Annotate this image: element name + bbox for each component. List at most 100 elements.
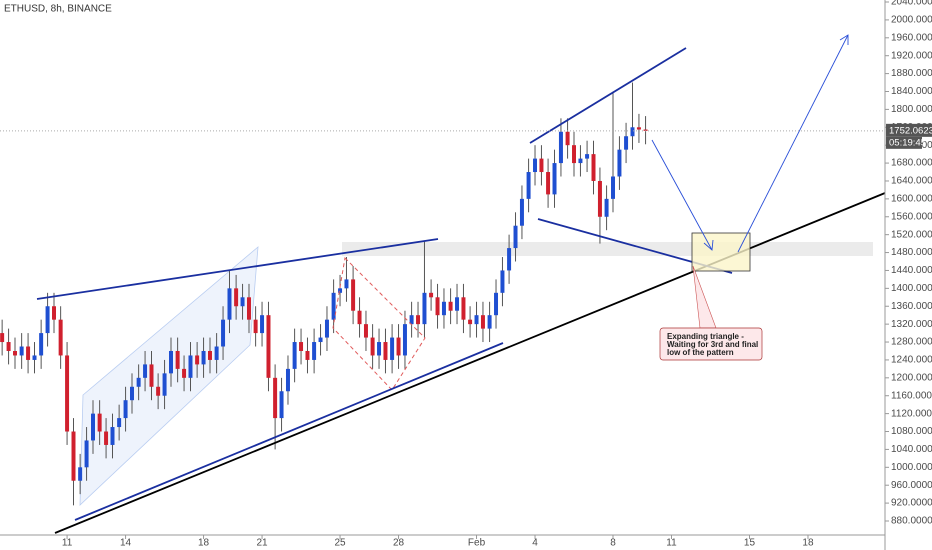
candle-body xyxy=(597,180,602,217)
x-tick-label: 4 xyxy=(532,538,538,549)
y-tick-label: 1920.000000 xyxy=(891,50,932,61)
y-tick-label: 1840.000000 xyxy=(891,86,932,97)
x-tick-label: 8 xyxy=(610,538,616,549)
candle-body xyxy=(273,377,278,419)
candle-body xyxy=(604,198,609,217)
candles xyxy=(0,82,648,506)
y-tick-label: 2000.000000 xyxy=(891,15,932,26)
candle-body xyxy=(71,431,76,481)
callout-text: Waiting for 3rd and final xyxy=(667,340,758,349)
candle-body xyxy=(435,297,440,316)
candle-body xyxy=(591,154,596,181)
candle-body xyxy=(169,350,173,374)
candle-body xyxy=(370,337,375,356)
candle-body xyxy=(253,319,258,334)
y-tick-label: 1400.000000 xyxy=(891,283,932,294)
candle-body xyxy=(104,431,109,445)
y-tick-label: 1320.000000 xyxy=(891,319,932,330)
candle-body xyxy=(585,154,590,159)
candle-body xyxy=(58,319,63,356)
candle-body xyxy=(156,386,161,396)
candle-body xyxy=(552,163,557,195)
x-tick-label: Feb xyxy=(468,538,486,549)
callout-text: Expanding triangle - xyxy=(667,332,744,341)
candle-body xyxy=(441,301,446,316)
y-tick-label: 1040.000000 xyxy=(891,444,932,455)
candle-body xyxy=(611,176,616,199)
candle-body xyxy=(578,158,583,164)
candle-body xyxy=(318,337,323,343)
x-tick-label: 11 xyxy=(62,538,73,549)
candle-body xyxy=(344,279,349,289)
candle-body xyxy=(246,297,251,320)
x-tick-label: 18 xyxy=(198,538,210,549)
y-tick-label: 1080.000000 xyxy=(891,426,932,437)
candle-body xyxy=(312,342,317,360)
candle-body xyxy=(117,418,122,428)
candle-body xyxy=(188,355,193,378)
candle-body xyxy=(175,350,180,369)
y-tick-label: 1000.000000 xyxy=(891,462,932,473)
y-tick-label: 880.000000 xyxy=(891,516,932,527)
candle-body xyxy=(324,319,329,338)
candle-body xyxy=(494,292,499,316)
candle-body xyxy=(234,288,239,307)
candle-body xyxy=(6,342,11,351)
candle-body xyxy=(624,136,629,150)
x-tick-label: 28 xyxy=(393,538,405,549)
candle-body xyxy=(396,337,401,356)
candle-body xyxy=(299,342,304,351)
candle-body xyxy=(227,288,232,320)
y-tick-label: 920.000000 xyxy=(891,498,932,509)
x-tick-label: 18 xyxy=(802,538,814,549)
candle-body xyxy=(285,368,290,392)
candle-body xyxy=(546,172,551,195)
candle-body xyxy=(305,350,310,360)
x-tick-label: 25 xyxy=(334,538,346,549)
candle-body xyxy=(643,129,648,131)
x-tick-label: 14 xyxy=(120,538,132,549)
candle-body xyxy=(19,346,24,356)
candle-body xyxy=(97,413,102,432)
candle-body xyxy=(136,377,141,387)
candle-body xyxy=(292,342,297,369)
y-tick-label: 1280.000000 xyxy=(891,337,932,348)
candle-body xyxy=(162,373,167,396)
candle-body xyxy=(500,270,505,293)
y-tick-label: 1520.000000 xyxy=(891,229,932,240)
candle-body xyxy=(357,310,362,325)
y-tick-label: 1600.000000 xyxy=(891,194,932,205)
candle-body xyxy=(32,355,37,360)
candle-body xyxy=(448,301,453,311)
candle-body xyxy=(78,467,83,481)
resistance-line xyxy=(36,238,439,300)
candle-body xyxy=(572,145,577,164)
flag xyxy=(332,256,426,391)
x-tick-label: 15 xyxy=(744,538,756,549)
candle-body xyxy=(182,368,187,378)
candle-body xyxy=(130,386,134,401)
candle-body xyxy=(455,297,460,311)
y-tick-label: 1240.000000 xyxy=(891,355,932,366)
countdown-tag xyxy=(886,136,922,149)
candle-body xyxy=(331,292,336,320)
candle-body xyxy=(480,315,485,329)
callout xyxy=(659,327,763,361)
y-tick-label: 960.000000 xyxy=(891,480,932,491)
target-box xyxy=(691,232,751,272)
candle-body xyxy=(416,315,421,325)
candle-body xyxy=(266,315,271,378)
candle-body xyxy=(65,355,70,432)
candle-body xyxy=(207,350,212,360)
y-tick-label: 1160.000000 xyxy=(891,390,932,401)
candle-body xyxy=(383,342,388,360)
candle-body xyxy=(461,297,466,320)
candle-body xyxy=(84,440,89,468)
candle-body xyxy=(429,292,434,298)
candle-body xyxy=(0,333,5,343)
y-tick-label: 1440.000000 xyxy=(891,265,932,276)
countdown-label: 05:19:45 xyxy=(889,137,926,148)
candle-body xyxy=(39,333,44,356)
